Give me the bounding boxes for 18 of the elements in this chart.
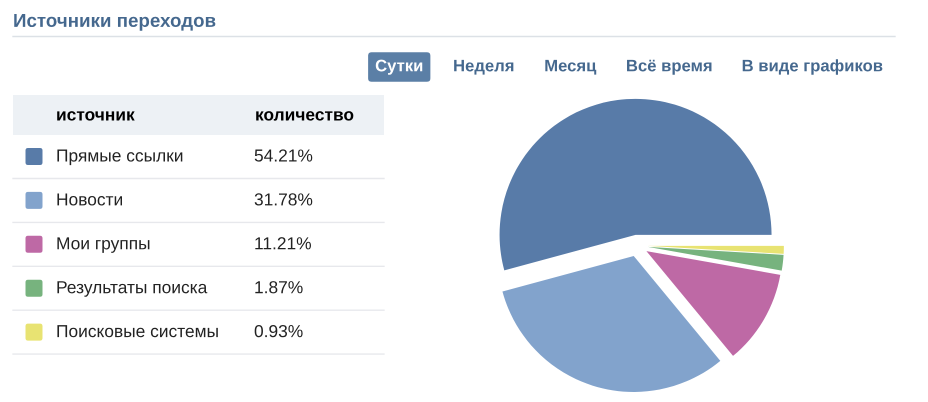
legend-label: Мои группы <box>57 237 150 253</box>
text: Неделя <box>454 60 514 75</box>
legend-label: Прямые ссылки <box>57 150 182 166</box>
text: Сутки <box>376 60 422 75</box>
data-label: 31.78% <box>254 193 312 206</box>
data-label: 11.21% <box>255 237 311 250</box>
data-label: 1.87% <box>255 281 303 294</box>
legend-label: Новости <box>57 193 122 206</box>
data-label: 54.21% <box>254 149 312 162</box>
text: количество <box>256 111 354 121</box>
text: В виде графиков <box>742 59 882 75</box>
legend-label: Поисковые системы <box>57 325 218 338</box>
data-label: 0.93% <box>254 324 303 338</box>
text: Месяц <box>545 60 596 75</box>
legend-title: источник <box>57 111 135 121</box>
legend-label: Результаты поиска <box>57 281 208 297</box>
text: Всё время <box>627 60 712 75</box>
chart-title: Источники переходов <box>14 14 216 31</box>
